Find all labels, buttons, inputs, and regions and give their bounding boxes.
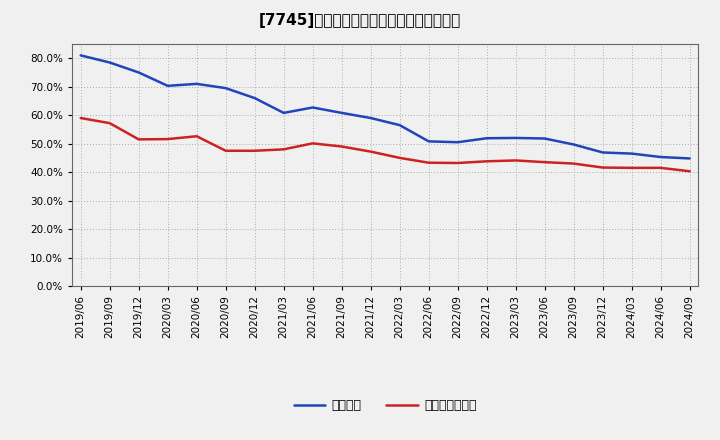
固定比率	[685, 156, 694, 161]
固定長期適合率	[454, 160, 462, 165]
固定比率	[482, 136, 491, 141]
固定比率	[570, 142, 578, 147]
Line: 固定長期適合率: 固定長期適合率	[81, 118, 690, 171]
固定長期適合率	[192, 134, 201, 139]
固定比率	[135, 70, 143, 75]
固定比率	[279, 110, 288, 116]
固定比率	[541, 136, 549, 141]
固定比率	[221, 85, 230, 91]
固定長期適合率	[366, 149, 375, 154]
固定長期適合率	[76, 115, 85, 121]
固定長期適合率	[135, 137, 143, 142]
固定比率	[627, 151, 636, 156]
固定長期適合率	[657, 165, 665, 170]
固定比率	[105, 60, 114, 65]
固定長期適合率	[570, 161, 578, 166]
Text: [7745]　固定比率、固定長期適合率の推移: [7745] 固定比率、固定長期適合率の推移	[259, 13, 461, 28]
固定長期適合率	[105, 121, 114, 126]
固定比率	[76, 53, 85, 58]
固定長期適合率	[251, 148, 259, 154]
Line: 固定比率: 固定比率	[81, 55, 690, 158]
固定長期適合率	[627, 165, 636, 170]
固定長期適合率	[598, 165, 607, 170]
固定比率	[395, 122, 404, 128]
Legend: 固定比率, 固定長期適合率: 固定比率, 固定長期適合率	[289, 394, 482, 417]
固定比率	[366, 115, 375, 121]
固定長期適合率	[541, 160, 549, 165]
固定長期適合率	[424, 160, 433, 165]
固定長期適合率	[308, 141, 317, 146]
固定比率	[454, 139, 462, 145]
固定比率	[308, 105, 317, 110]
固定長期適合率	[338, 144, 346, 149]
固定長期適合率	[395, 155, 404, 161]
固定比率	[598, 150, 607, 155]
固定比率	[251, 95, 259, 101]
固定長期適合率	[279, 147, 288, 152]
固定比率	[511, 136, 520, 141]
固定長期適合率	[163, 136, 172, 142]
固定比率	[192, 81, 201, 87]
固定比率	[424, 139, 433, 144]
固定長期適合率	[221, 148, 230, 154]
固定比率	[163, 83, 172, 88]
固定比率	[338, 110, 346, 116]
固定長期適合率	[685, 169, 694, 174]
固定比率	[657, 154, 665, 160]
固定長期適合率	[511, 158, 520, 163]
固定長期適合率	[482, 159, 491, 164]
